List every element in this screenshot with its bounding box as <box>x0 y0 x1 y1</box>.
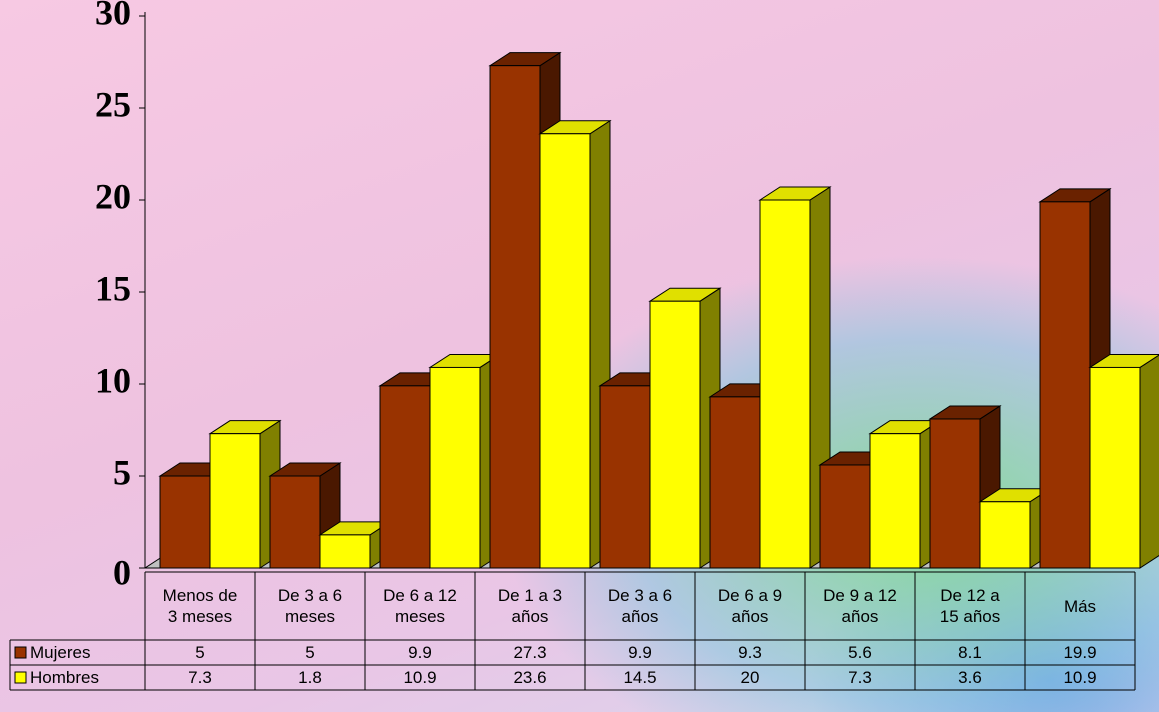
table-value: 27.3 <box>475 640 585 665</box>
table-value: 5 <box>145 640 255 665</box>
bar-face <box>540 134 590 568</box>
y-tick-label: 15 <box>95 268 131 308</box>
table-value: 8.1 <box>915 640 1025 665</box>
bar-face <box>270 476 320 568</box>
table-value: 14.5 <box>585 665 695 690</box>
bar-face <box>600 386 650 568</box>
category-label: De 6 a 9 años <box>695 572 805 640</box>
y-tick-label: 25 <box>95 84 131 124</box>
bar-face <box>650 301 700 568</box>
y-tick-label: 0 <box>113 552 131 592</box>
legend-label: Mujeres <box>30 640 90 665</box>
bar-face <box>1040 202 1090 568</box>
table-value: 9.9 <box>365 640 475 665</box>
bar-face <box>820 465 870 568</box>
category-label: De 3 a 6 meses <box>255 572 365 640</box>
bar-face <box>980 502 1030 568</box>
table-value: 10.9 <box>1025 665 1135 690</box>
legend-key <box>15 647 26 658</box>
category-label: De 9 a 12 años <box>805 572 915 640</box>
table-value: 7.3 <box>145 665 255 690</box>
y-tick-label: 10 <box>95 360 131 400</box>
table-value: 1.8 <box>255 665 365 690</box>
y-tick-label: 5 <box>113 452 131 492</box>
bar <box>1090 354 1159 568</box>
bar-face <box>870 434 920 568</box>
table-value: 9.9 <box>585 640 695 665</box>
bar-face <box>380 386 430 568</box>
category-label: De 1 a 3 años <box>475 572 585 640</box>
category-label: De 6 a 12 meses <box>365 572 475 640</box>
bar-face <box>1090 367 1140 568</box>
bar-face <box>930 419 980 568</box>
bar-face <box>320 535 370 568</box>
category-label: Menos de 3 meses <box>145 572 255 640</box>
table-value: 5.6 <box>805 640 915 665</box>
chart: 0 5 10 15 20 25 30 Menos de 3 mesesDe 3 a 6 me… <box>0 0 1159 712</box>
category-label: De 12 a 15 años <box>915 572 1025 640</box>
table-value: 19.9 <box>1025 640 1135 665</box>
bar-face <box>430 367 480 568</box>
table-value: 3.6 <box>915 665 1025 690</box>
table-value: 7.3 <box>805 665 915 690</box>
table-value: 9.3 <box>695 640 805 665</box>
bar-face <box>1140 354 1159 568</box>
category-label: De 3 a 6 años <box>585 572 695 640</box>
bar-face <box>760 200 810 568</box>
legend-label: Hombres <box>30 665 99 690</box>
bar-face <box>160 476 210 568</box>
bar-face <box>210 434 260 568</box>
bar-face <box>710 397 760 568</box>
y-tick-label: 20 <box>95 176 131 216</box>
table-value: 23.6 <box>475 665 585 690</box>
table-value: 5 <box>255 640 365 665</box>
table-value: 20 <box>695 665 805 690</box>
table-value: 10.9 <box>365 665 475 690</box>
y-tick-label: 30 <box>95 0 131 32</box>
category-label: Más <box>1025 572 1135 640</box>
legend-key <box>15 672 26 683</box>
bar-face <box>490 66 540 568</box>
